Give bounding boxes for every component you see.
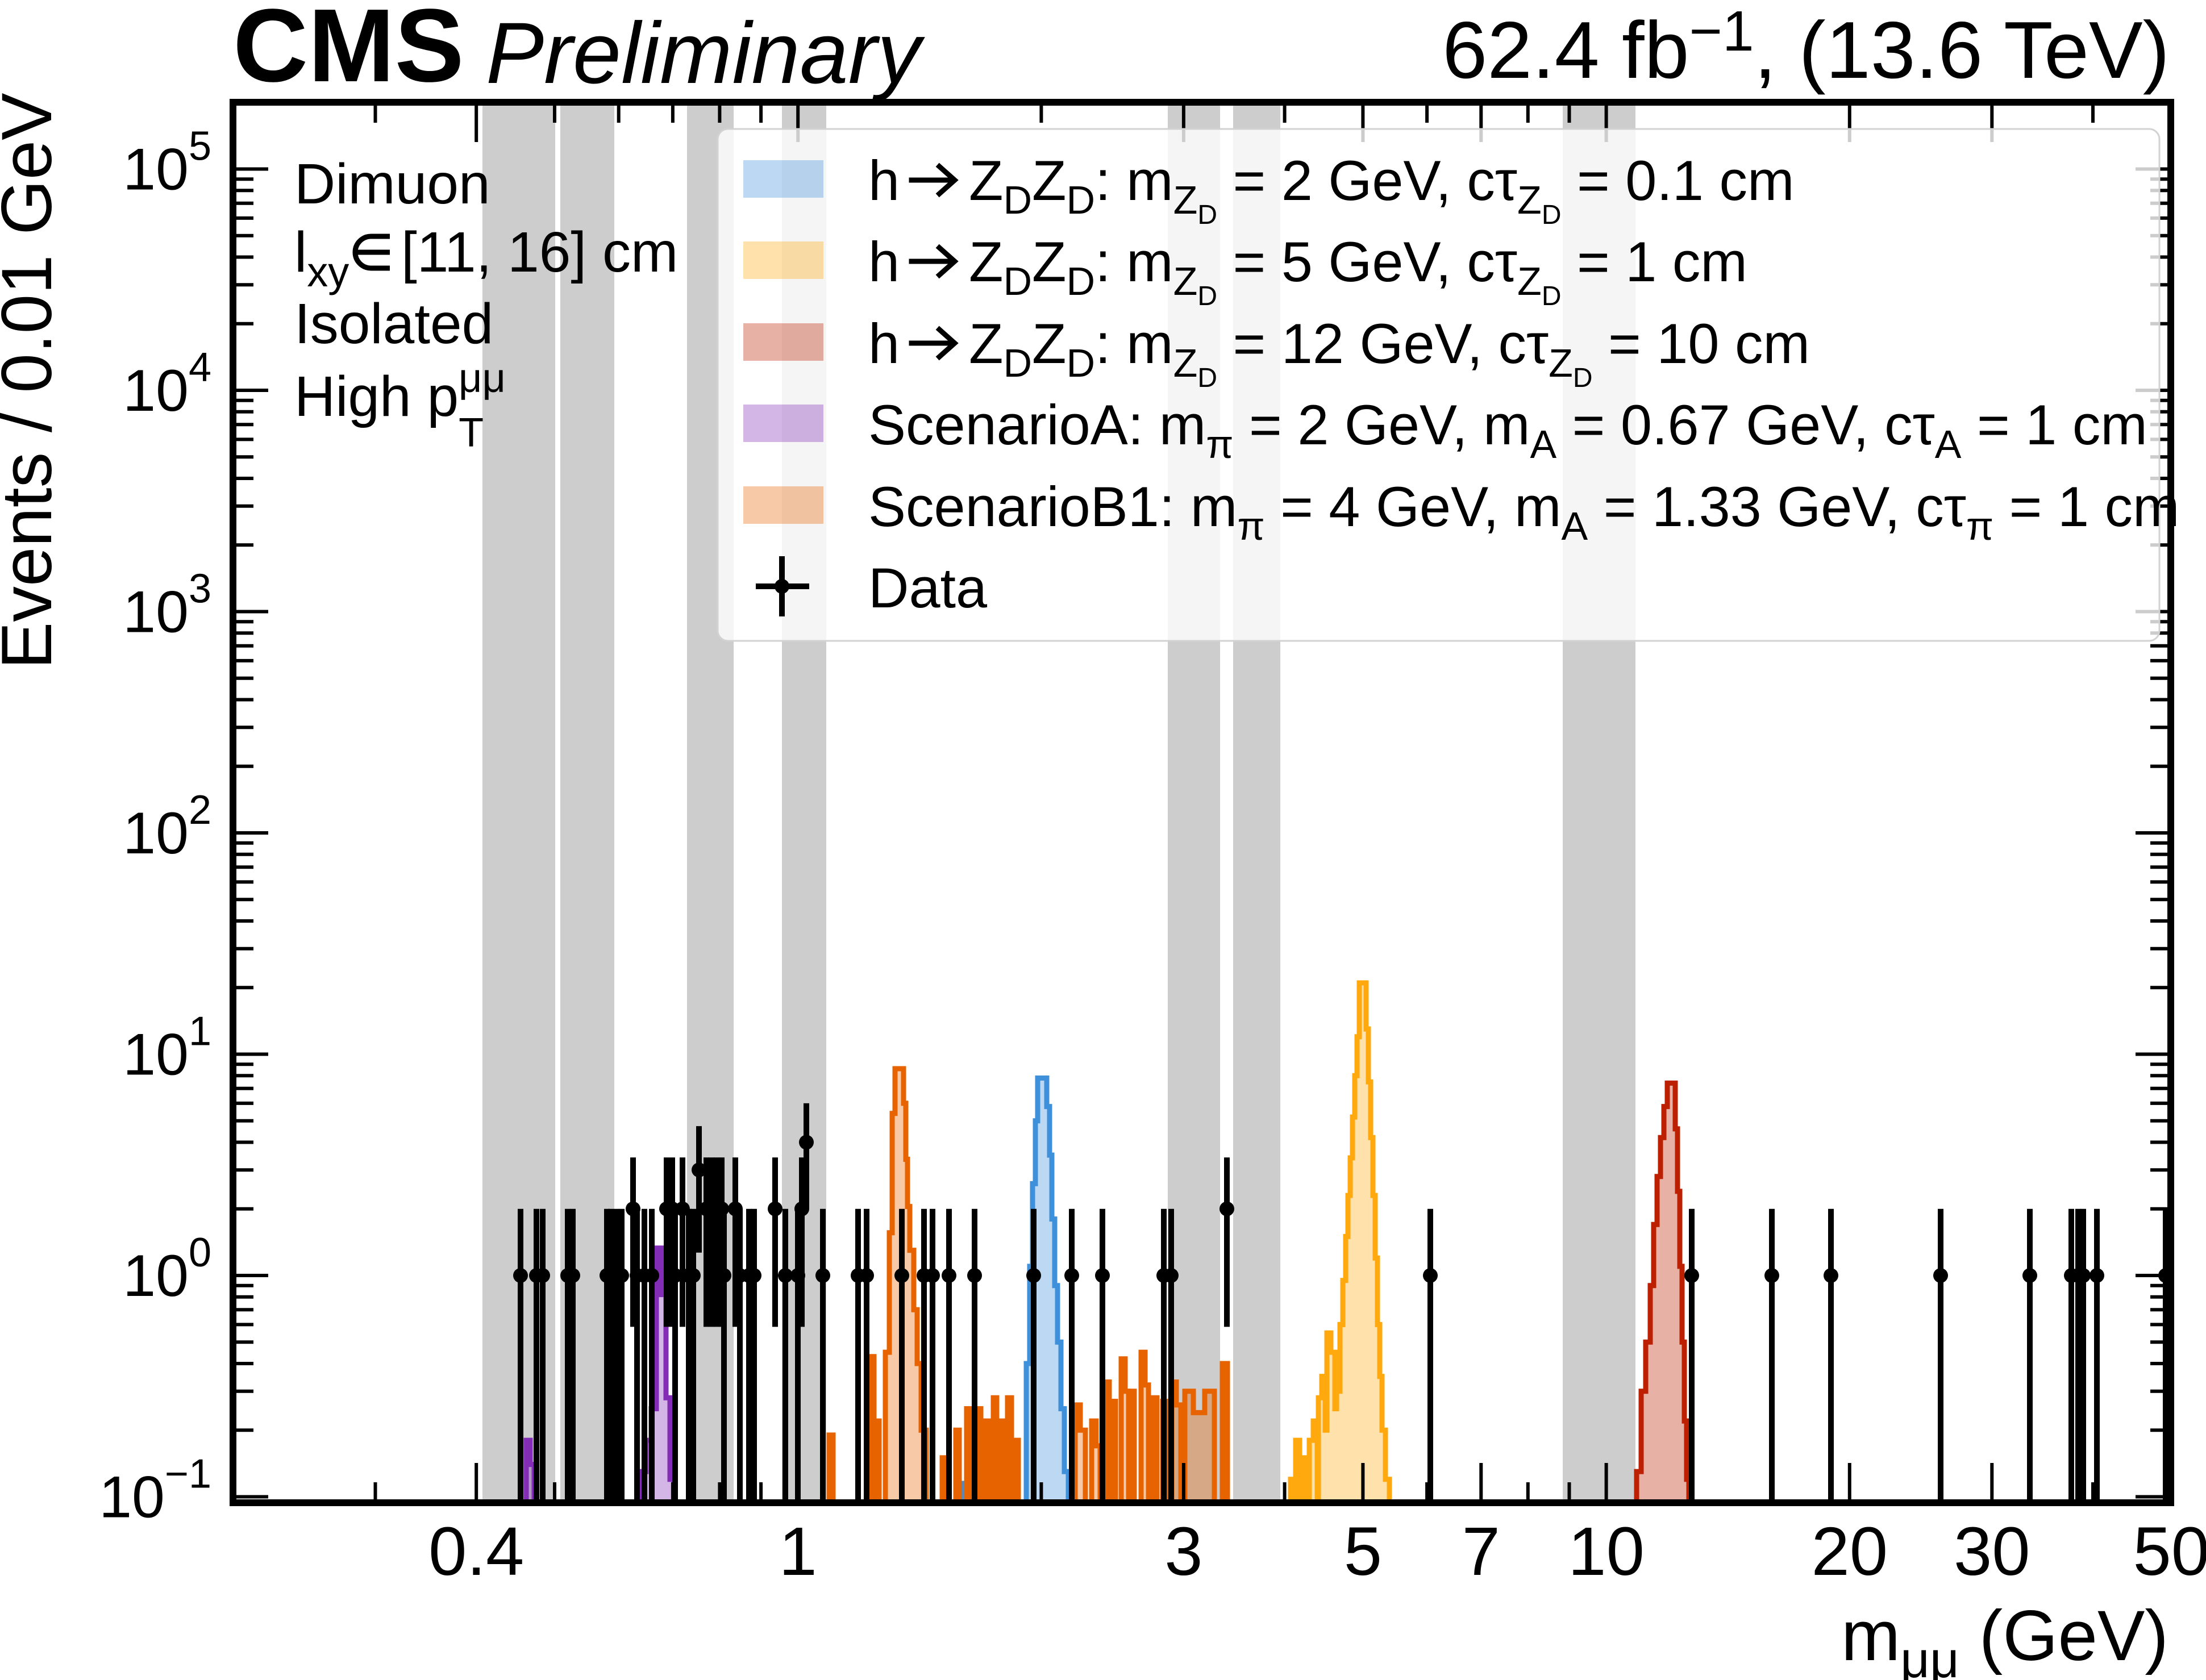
- svg-text:h: h: [868, 230, 900, 293]
- svg-text:1: 1: [779, 1512, 817, 1590]
- svg-text:62.4 fb−1, (13.6 TeV): 62.4 fb−1, (13.6 TeV): [1442, 0, 2170, 95]
- svg-text:Data: Data: [868, 556, 988, 619]
- svg-text:h: h: [868, 312, 900, 375]
- svg-text:h: h: [868, 149, 900, 212]
- svg-text:3: 3: [1164, 1512, 1202, 1590]
- svg-text:Dimuon: Dimuon: [294, 152, 490, 216]
- svg-text:Events / 0.01 GeV: Events / 0.01 GeV: [0, 93, 66, 669]
- svg-text:CMS: CMS: [233, 0, 464, 103]
- svg-text:10: 10: [1568, 1512, 1645, 1590]
- svg-text:ScenarioA: mπ = 2 GeV, mA = 0.: ScenarioA: mπ = 2 GeV, mA = 0.67 GeV, cτ…: [868, 393, 2147, 466]
- svg-text:Isolated: Isolated: [294, 292, 493, 356]
- svg-text:mμμ (GeV): mμμ (GeV): [1841, 1596, 2168, 1680]
- svg-text:[11, 16] cm: [11, 16] cm: [401, 220, 678, 284]
- svg-text:30: 30: [1954, 1512, 2030, 1590]
- svg-text:50: 50: [2133, 1512, 2206, 1590]
- svg-text:5: 5: [1344, 1512, 1382, 1590]
- svg-text:7: 7: [1462, 1512, 1500, 1590]
- svg-text:Preliminary: Preliminary: [486, 5, 926, 102]
- svg-text:ScenarioB1: mπ = 4 GeV, mA = 1: ScenarioB1: mπ = 4 GeV, mA = 1.33 GeV, c…: [868, 475, 2180, 548]
- svg-text:102: 102: [123, 787, 211, 866]
- svg-text:20: 20: [1812, 1512, 1888, 1590]
- svg-text:0.4: 0.4: [428, 1512, 524, 1590]
